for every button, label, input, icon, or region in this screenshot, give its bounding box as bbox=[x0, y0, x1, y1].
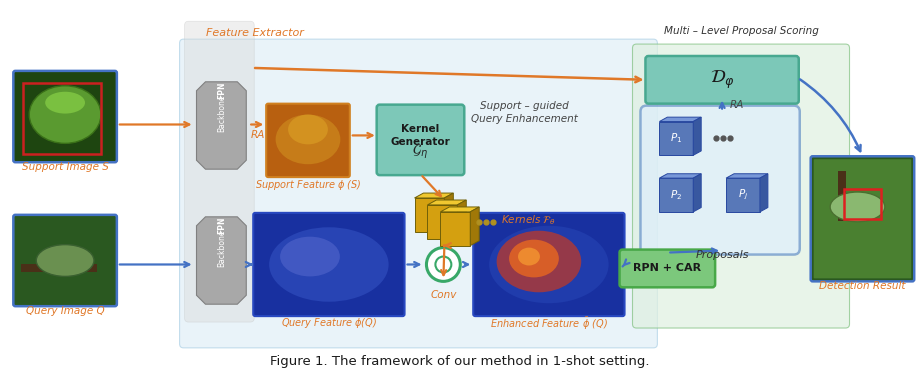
FancyBboxPatch shape bbox=[377, 104, 464, 175]
Bar bbox=[726, 178, 760, 212]
Bar bbox=[21, 264, 96, 272]
Bar bbox=[660, 178, 693, 212]
FancyBboxPatch shape bbox=[632, 44, 849, 328]
Polygon shape bbox=[726, 174, 768, 178]
FancyBboxPatch shape bbox=[813, 159, 912, 278]
Bar bbox=[414, 198, 445, 232]
Text: Detection Result: Detection Result bbox=[819, 281, 906, 291]
Circle shape bbox=[426, 248, 460, 281]
FancyBboxPatch shape bbox=[254, 213, 404, 316]
Text: Enhanced Feature $\bar{\phi}$ (Q): Enhanced Feature $\bar{\phi}$ (Q) bbox=[490, 316, 607, 332]
Text: Backbone: Backbone bbox=[217, 95, 226, 132]
Text: Figure 1. The framework of our method in 1-shot setting.: Figure 1. The framework of our method in… bbox=[269, 355, 649, 368]
FancyBboxPatch shape bbox=[473, 213, 625, 316]
Polygon shape bbox=[427, 200, 466, 205]
Bar bbox=[23, 83, 101, 154]
Ellipse shape bbox=[36, 245, 94, 276]
FancyBboxPatch shape bbox=[14, 215, 117, 306]
Polygon shape bbox=[197, 82, 246, 169]
FancyBboxPatch shape bbox=[267, 104, 350, 177]
FancyBboxPatch shape bbox=[811, 156, 914, 281]
Text: $P_1$: $P_1$ bbox=[670, 132, 683, 145]
Bar bbox=[427, 205, 458, 239]
FancyBboxPatch shape bbox=[645, 56, 799, 104]
Polygon shape bbox=[660, 174, 701, 178]
FancyBboxPatch shape bbox=[179, 39, 657, 348]
FancyBboxPatch shape bbox=[619, 250, 715, 287]
Bar bbox=[837, 171, 845, 221]
Text: $P_j$: $P_j$ bbox=[738, 188, 748, 202]
Ellipse shape bbox=[276, 115, 340, 164]
Circle shape bbox=[436, 257, 451, 272]
Polygon shape bbox=[458, 200, 466, 239]
Ellipse shape bbox=[288, 115, 328, 144]
Ellipse shape bbox=[269, 227, 389, 302]
FancyBboxPatch shape bbox=[185, 21, 255, 322]
Ellipse shape bbox=[830, 192, 885, 222]
Text: $P_2$: $P_2$ bbox=[670, 188, 682, 202]
Text: Support Feature $\bar{\phi}$ (S): Support Feature $\bar{\phi}$ (S) bbox=[255, 177, 361, 193]
Polygon shape bbox=[693, 174, 701, 212]
Text: $\mathcal{G}_{\eta}$: $\mathcal{G}_{\eta}$ bbox=[413, 143, 428, 161]
Text: $\mathcal{D}_{\varphi}$: $\mathcal{D}_{\varphi}$ bbox=[709, 69, 734, 91]
Polygon shape bbox=[660, 117, 701, 122]
Bar bbox=[844, 189, 881, 219]
Ellipse shape bbox=[518, 248, 540, 265]
Polygon shape bbox=[440, 207, 479, 212]
Text: Support Image S: Support Image S bbox=[22, 162, 108, 172]
Polygon shape bbox=[414, 193, 453, 198]
Polygon shape bbox=[445, 193, 453, 232]
Text: RA: RA bbox=[251, 130, 266, 140]
Text: FPN: FPN bbox=[217, 217, 226, 235]
FancyBboxPatch shape bbox=[14, 71, 117, 162]
Bar bbox=[660, 122, 693, 155]
Text: Multi – Level Proposal Scoring: Multi – Level Proposal Scoring bbox=[664, 26, 819, 36]
Text: RPN + CAR: RPN + CAR bbox=[633, 264, 701, 274]
Text: Query Feature $\phi$(Q): Query Feature $\phi$(Q) bbox=[281, 316, 377, 330]
Ellipse shape bbox=[509, 240, 559, 277]
Text: RA: RA bbox=[730, 99, 744, 110]
Text: Kernels $\mathcal{F}_{\theta}$: Kernels $\mathcal{F}_{\theta}$ bbox=[501, 213, 556, 227]
Text: Kernel
Generator: Kernel Generator bbox=[391, 125, 450, 147]
Bar bbox=[440, 212, 471, 246]
Text: Support – guided
Query Enhancement: Support – guided Query Enhancement bbox=[471, 101, 577, 124]
Polygon shape bbox=[693, 117, 701, 155]
Ellipse shape bbox=[496, 231, 581, 292]
Polygon shape bbox=[760, 174, 768, 212]
Ellipse shape bbox=[280, 237, 340, 276]
Text: FPN: FPN bbox=[217, 82, 226, 99]
Text: Proposals: Proposals bbox=[696, 250, 749, 260]
Polygon shape bbox=[471, 207, 479, 246]
Text: Query Image Q: Query Image Q bbox=[26, 306, 105, 316]
Text: Conv: Conv bbox=[430, 290, 457, 300]
FancyBboxPatch shape bbox=[641, 106, 800, 255]
Ellipse shape bbox=[45, 92, 85, 113]
Ellipse shape bbox=[489, 226, 608, 303]
Polygon shape bbox=[197, 217, 246, 304]
Ellipse shape bbox=[29, 86, 101, 143]
Text: Backbone: Backbone bbox=[217, 230, 226, 267]
Text: Feature Extractor: Feature Extractor bbox=[206, 28, 304, 38]
